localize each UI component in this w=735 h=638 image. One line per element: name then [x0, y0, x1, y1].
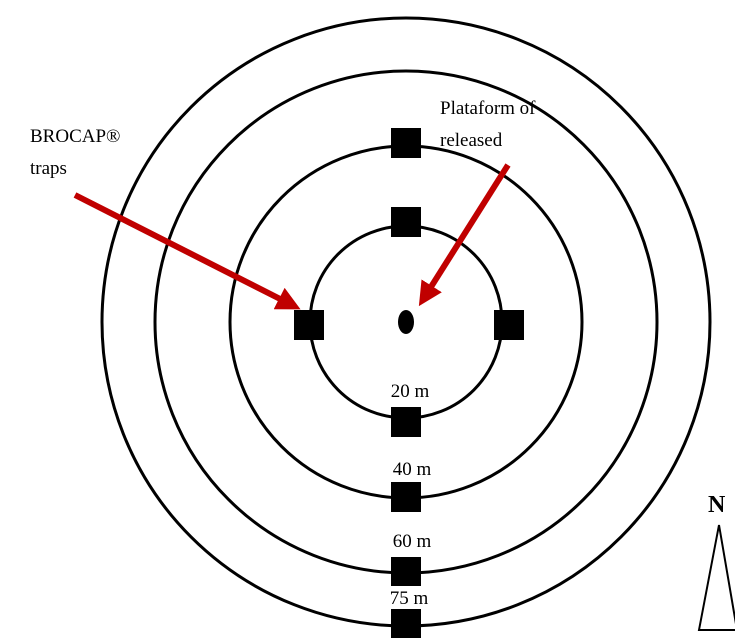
ring-label: 40 m [393, 459, 432, 480]
ring-label: 60 m [393, 531, 432, 552]
traps [294, 128, 524, 638]
label-bg [384, 378, 436, 402]
label-bg [383, 586, 435, 608]
trap [391, 128, 421, 158]
compass-label: N [708, 492, 726, 518]
ring-label: 20 m [391, 381, 430, 402]
label-bg [386, 528, 438, 552]
annotation: Plataform of [440, 98, 536, 119]
arrow [73, 192, 301, 310]
trap [391, 482, 421, 512]
trap [294, 310, 324, 340]
trap [391, 557, 421, 587]
arrow [418, 163, 511, 307]
trap [391, 207, 421, 237]
compass-arrow [697, 524, 735, 631]
annotation: BROCAP® [30, 126, 120, 147]
trap [391, 407, 421, 437]
ring-label: 75 m [390, 588, 429, 609]
trap [391, 609, 421, 638]
annotation: traps [30, 158, 67, 179]
label-bg [386, 456, 438, 480]
annotation: released [440, 130, 503, 151]
release-point [398, 310, 414, 334]
trap [494, 310, 524, 340]
